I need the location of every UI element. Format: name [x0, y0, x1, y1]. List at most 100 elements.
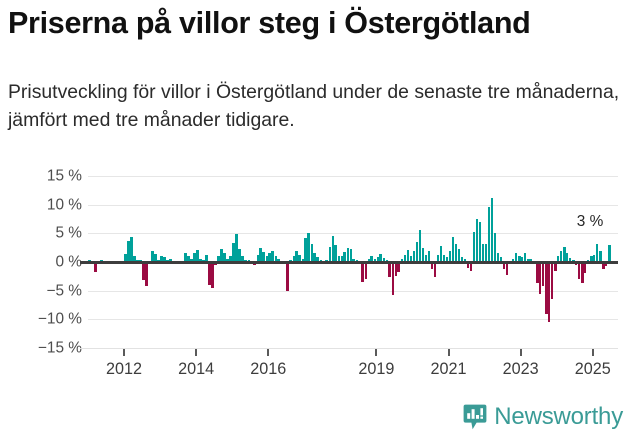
bar — [469, 262, 473, 271]
footer: Newsworthy — [0, 400, 631, 439]
bar — [196, 249, 199, 262]
bar — [157, 259, 160, 262]
bar — [331, 236, 335, 262]
bar — [187, 255, 190, 262]
bar — [439, 245, 443, 262]
bar — [529, 259, 533, 262]
y-axis-tick-label: 5 % — [55, 224, 82, 242]
bar — [139, 259, 142, 262]
bar — [232, 243, 235, 262]
bar — [499, 257, 503, 262]
bar — [364, 262, 368, 280]
bar — [205, 255, 208, 262]
bar — [427, 250, 431, 262]
bar — [367, 258, 371, 262]
bar — [310, 244, 314, 262]
bar — [193, 253, 196, 262]
bar — [259, 248, 262, 262]
zero-baseline — [80, 261, 618, 264]
bar — [256, 254, 260, 262]
bar — [352, 258, 355, 262]
bar — [223, 253, 226, 262]
bar — [514, 253, 518, 262]
x-axis: 2012 2014 2016 2019 2021 2023 2025 — [80, 348, 618, 394]
bar — [595, 244, 599, 262]
bar — [590, 255, 593, 262]
bar — [184, 252, 187, 262]
bar — [517, 255, 521, 262]
bar — [394, 262, 398, 277]
bar — [571, 259, 575, 262]
bar — [238, 249, 242, 262]
bar — [289, 259, 292, 262]
bar — [565, 253, 569, 262]
bar — [298, 255, 301, 262]
bar — [547, 262, 551, 323]
bar — [316, 257, 319, 262]
bar — [599, 250, 602, 262]
bar — [337, 256, 341, 262]
bar — [415, 241, 419, 262]
y-axis-tick-label: −5 % — [46, 281, 82, 299]
bar — [349, 248, 353, 262]
bar — [226, 259, 229, 262]
bar — [454, 243, 458, 262]
bar — [472, 232, 476, 262]
x-axis-tick — [447, 349, 450, 356]
bar — [379, 253, 383, 262]
bar — [541, 262, 545, 286]
page-subtitle: Prisutveckling för villor i Östergötland… — [8, 81, 620, 132]
bar — [388, 262, 392, 277]
x-axis-tick-label: 2025 — [574, 360, 611, 378]
bar — [538, 262, 542, 295]
gridline — [88, 233, 618, 235]
bar — [475, 219, 479, 262]
bar — [301, 258, 305, 262]
gridline — [88, 176, 618, 177]
bar — [478, 221, 482, 262]
bar — [601, 262, 605, 270]
bar — [241, 256, 244, 262]
bar — [271, 251, 274, 262]
bar — [400, 259, 404, 262]
bar — [535, 262, 539, 283]
bar — [307, 232, 310, 262]
bar — [355, 259, 359, 262]
bar — [190, 258, 193, 262]
bar — [199, 258, 202, 262]
bar — [421, 247, 425, 262]
bar — [406, 249, 410, 262]
bar — [424, 254, 428, 262]
bar — [127, 241, 130, 262]
x-axis-tick-label: 2023 — [502, 360, 539, 378]
y-axis-labels: 15 % 10 % 5 % 0 % −5 % −10 % −15 % — [0, 168, 82, 356]
y-axis-tick-label: 10 % — [46, 195, 82, 213]
bar — [133, 256, 136, 262]
bar — [442, 254, 446, 262]
bar — [511, 259, 515, 262]
gridline — [88, 290, 618, 292]
bar — [343, 251, 346, 262]
bar-series — [88, 176, 618, 348]
bar — [484, 244, 488, 262]
bar — [265, 256, 269, 262]
x-axis-tick — [591, 349, 594, 356]
bar — [346, 247, 350, 262]
bar — [373, 259, 377, 262]
bar — [502, 262, 506, 270]
bar — [433, 262, 437, 277]
x-axis-tick — [519, 349, 522, 356]
newsworthy-wordmark: Newsworthy — [494, 403, 623, 430]
bar — [559, 250, 563, 262]
bar — [145, 262, 148, 287]
bar — [493, 233, 497, 262]
newsworthy-logo[interactable]: Newsworthy — [463, 404, 623, 430]
gridline — [88, 204, 618, 206]
bar — [430, 262, 434, 270]
bar — [100, 259, 103, 262]
bar — [412, 250, 416, 262]
bar — [556, 256, 560, 262]
bar — [436, 255, 440, 262]
bar — [328, 247, 332, 262]
